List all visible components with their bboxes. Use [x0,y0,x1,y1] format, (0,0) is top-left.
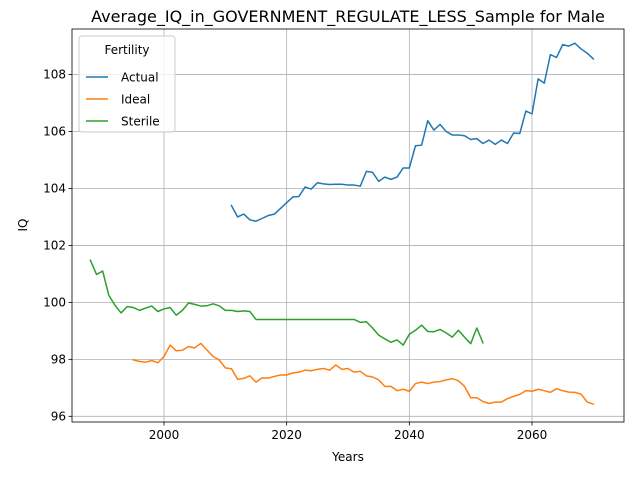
y-tick-label: 98 [51,352,66,366]
y-axis-label: IQ [16,219,30,232]
legend-title: Fertility [104,43,149,57]
legend-label-actual: Actual [121,71,159,85]
y-tick-label: 108 [43,68,66,82]
legend-label-ideal: Ideal [121,93,150,107]
y-tick-label: 96 [51,409,66,423]
legend-box [78,35,176,133]
x-axis-label: Years [331,450,364,464]
legend: Fertility Actual Ideal Sterile [78,35,176,133]
series-line-ideal [132,342,595,406]
plot-frame [71,28,625,423]
y-axis-ticks: 96 98 100 102 104 106 108 [43,68,72,423]
legend-entries: Actual Ideal Sterile [86,71,160,129]
series-line-actual [230,42,595,222]
legend-label-sterile: Sterile [121,115,160,129]
x-tick-label: 2060 [517,428,548,442]
y-tick-label: 102 [43,238,66,252]
x-tick-label: 2040 [394,428,425,442]
x-tick-label: 2020 [271,428,302,442]
y-tick-label: 106 [43,125,66,139]
series-line-sterile [89,259,484,346]
grid [72,29,624,422]
x-tick-label: 2000 [149,428,180,442]
x-axis-ticks: 2000 2020 2040 2060 [149,422,548,442]
series-lines [89,42,595,406]
y-tick-label: 104 [43,181,66,195]
chart-title: Average_IQ_in_GOVERNMENT_REGULATE_LESS_S… [91,7,605,27]
y-tick-label: 100 [43,295,66,309]
